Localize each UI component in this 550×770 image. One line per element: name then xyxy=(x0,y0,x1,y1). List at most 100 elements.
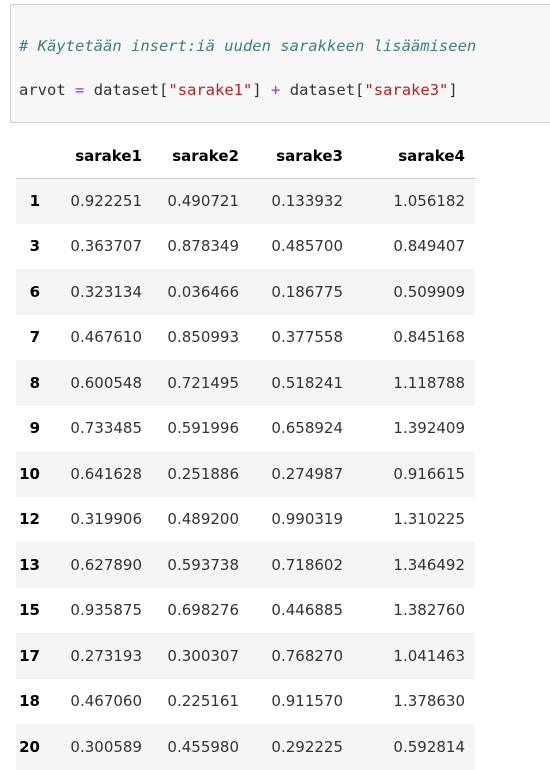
table-cell: 0.490721 xyxy=(167,192,239,210)
table-cell: 0.467610 xyxy=(70,328,142,347)
table-cell: 0.455980 xyxy=(167,737,239,756)
table-cell: 0.850993 xyxy=(167,328,239,347)
code-comment: # Käytetään insert:iä uuden sarakkeen li… xyxy=(19,37,477,55)
code-subscript-2: dataset[ xyxy=(289,81,365,99)
code-cell-input[interactable]: # Käytetään insert:iä uuden sarakkeen li… xyxy=(10,4,550,123)
table-cell: 1.392409 xyxy=(393,419,465,438)
table-cell: 0.292225 xyxy=(271,737,343,756)
code-line-comment: # Käytetään insert:iä uuden sarakkeen li… xyxy=(19,35,550,57)
table-cell: 1.378630 xyxy=(393,692,465,711)
code-string-1: "sarake1" xyxy=(168,81,253,99)
table-cell: 0.518241 xyxy=(271,373,343,392)
table-cell: 1.041463 xyxy=(393,646,465,665)
code-line-assignment: arvot = dataset["sarake1"] + dataset["sa… xyxy=(19,79,550,101)
table-row: 6 0.323134 0.036466 0.186775 0.509909 xyxy=(16,269,475,315)
row-index: 3 xyxy=(29,237,40,256)
table-cell: 0.935875 xyxy=(70,601,142,620)
index-header xyxy=(16,134,46,179)
code-bracket-1: ] xyxy=(252,81,262,99)
table-cell: 0.300589 xyxy=(70,737,142,756)
table-row: 20 0.300589 0.455980 0.292225 0.592814 xyxy=(16,724,475,770)
table-cell: 0.845168 xyxy=(393,328,465,347)
table-cell: 0.133932 xyxy=(271,192,343,210)
table-row: 10 0.641628 0.251886 0.274987 0.916615 xyxy=(16,451,475,497)
table-cell: 0.698276 xyxy=(167,601,239,620)
cell-output: sarake1 sarake2 sarake3 sarake4 1 0.92225… xyxy=(16,134,475,770)
table-cell: 0.911570 xyxy=(271,692,343,711)
row-index: 9 xyxy=(29,419,40,438)
column-header-sarake3: sarake3 xyxy=(247,134,351,179)
table-cell: 0.225161 xyxy=(167,692,239,711)
table-cell: 1.346492 xyxy=(393,555,465,574)
table-cell: 0.878349 xyxy=(167,237,239,256)
table-cell: 0.489200 xyxy=(167,510,239,529)
table-cell: 0.186775 xyxy=(271,282,343,301)
row-index: 20 xyxy=(19,737,40,756)
row-index: 13 xyxy=(19,555,40,574)
row-index: 8 xyxy=(29,373,40,392)
table-cell: 0.592814 xyxy=(393,737,465,756)
table-cell: 0.768270 xyxy=(271,646,343,665)
table-cell: 0.319906 xyxy=(70,510,142,529)
table-cell: 0.446885 xyxy=(271,601,343,620)
column-header-sarake2: sarake2 xyxy=(150,134,247,179)
table-header-row: sarake1 sarake2 sarake3 sarake4 xyxy=(16,134,475,179)
table-body: 1 0.922251 0.490721 0.133932 1.056182 3 0.3637… xyxy=(16,178,475,770)
code-string-2: "sarake3" xyxy=(364,81,449,99)
row-index: 6 xyxy=(29,282,40,301)
table-cell: 0.300307 xyxy=(167,646,239,665)
table-cell: 0.990319 xyxy=(271,510,343,529)
table-cell: 0.273193 xyxy=(70,646,142,665)
table-cell: 0.593738 xyxy=(167,555,239,574)
table-cell: 0.600548 xyxy=(70,373,142,392)
table-cell: 0.377558 xyxy=(271,328,343,347)
table-row: 7 0.467610 0.850993 0.377558 0.845168 xyxy=(16,315,475,361)
table-cell: 0.658924 xyxy=(271,419,343,438)
column-header-sarake1: sarake1 xyxy=(46,134,150,179)
table-cell: 0.922251 xyxy=(70,192,142,210)
row-index: 15 xyxy=(19,601,40,620)
table-row: 9 0.733485 0.591996 0.658924 1.392409 xyxy=(16,406,475,452)
table-cell: 1.056182 xyxy=(393,192,465,210)
table-cell: 0.274987 xyxy=(271,464,343,483)
table-cell: 0.509909 xyxy=(393,282,465,301)
table-cell: 0.467060 xyxy=(70,692,142,711)
table-row: 8 0.600548 0.721495 0.518241 1.118788 xyxy=(16,360,475,406)
table-cell: 0.718602 xyxy=(271,555,343,574)
code-operator-eq: = xyxy=(75,81,85,99)
table-row: 3 0.363707 0.878349 0.485700 0.849407 xyxy=(16,224,475,270)
table-cell: 0.916615 xyxy=(393,464,465,483)
table-cell: 1.382760 xyxy=(393,601,465,620)
table-cell: 0.323134 xyxy=(70,282,142,301)
table-cell: 0.485700 xyxy=(271,237,343,256)
table-row: 12 0.319906 0.489200 0.990319 1.310225 xyxy=(16,497,475,543)
table-cell: 0.627890 xyxy=(70,555,142,574)
table-cell: 0.849407 xyxy=(393,237,465,256)
code-operator-plus: + xyxy=(271,81,281,99)
table-cell: 0.641628 xyxy=(70,464,142,483)
column-header-sarake4: sarake4 xyxy=(351,134,475,179)
row-index: 12 xyxy=(19,510,40,529)
row-index: 7 xyxy=(29,328,40,347)
row-index: 10 xyxy=(19,464,40,483)
table-cell: 0.591996 xyxy=(167,419,239,438)
row-index: 1 xyxy=(29,192,40,210)
table-cell: 0.251886 xyxy=(167,464,239,483)
dataframe-table: sarake1 sarake2 sarake3 sarake4 1 0.92225… xyxy=(16,134,475,770)
code-subscript-1: dataset[ xyxy=(93,81,169,99)
code-bracket-2: ] xyxy=(448,81,458,99)
table-cell: 0.363707 xyxy=(70,237,142,256)
table-cell: 0.036466 xyxy=(167,282,239,301)
table-row: 1 0.922251 0.490721 0.133932 1.056182 xyxy=(16,178,475,224)
table-row: 13 0.627890 0.593738 0.718602 1.346492 xyxy=(16,542,475,588)
table-row: 18 0.467060 0.225161 0.911570 1.378630 xyxy=(16,679,475,725)
table-row: 15 0.935875 0.698276 0.446885 1.382760 xyxy=(16,588,475,634)
table-cell: 1.310225 xyxy=(393,510,465,529)
table-cell: 0.721495 xyxy=(167,373,239,392)
row-index: 17 xyxy=(19,646,40,665)
table-cell: 1.118788 xyxy=(393,373,465,392)
table-row: 17 0.273193 0.300307 0.768270 1.041463 xyxy=(16,633,475,679)
row-index: 18 xyxy=(19,692,40,711)
code-var: arvot xyxy=(19,81,66,99)
table-cell: 0.733485 xyxy=(70,419,142,438)
